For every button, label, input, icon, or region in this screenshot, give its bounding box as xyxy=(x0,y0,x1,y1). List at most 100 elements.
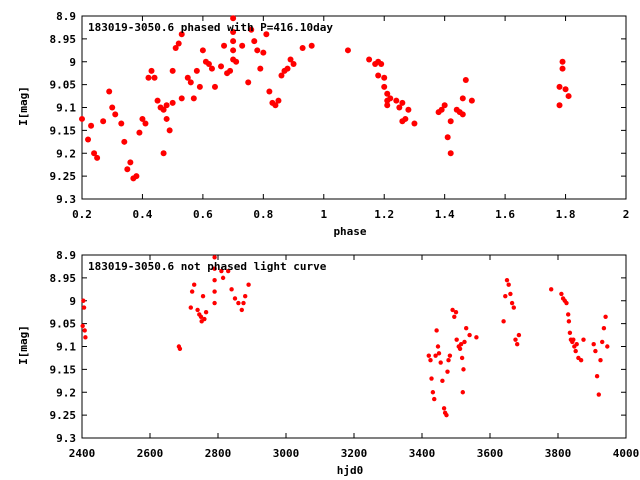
data-point xyxy=(509,300,515,306)
x-tick-label: 1.2 xyxy=(374,208,394,221)
data-point xyxy=(284,65,291,72)
data-point xyxy=(212,289,217,294)
data-point xyxy=(193,67,200,74)
chart-title: 183019-3050.6 phased with P=416.10day xyxy=(88,21,333,34)
x-tick-label: 1.8 xyxy=(556,208,576,221)
data-point xyxy=(447,150,454,157)
data-point xyxy=(221,42,228,49)
data-point xyxy=(467,332,472,338)
data-point xyxy=(83,335,88,340)
phased-light-curve-panel: 0.2 0.4 0.6 0.8 1 1.2 1.4 1.6 1.8 2 8.9 8.95 9 9.05 9… xyxy=(17,10,629,238)
data-point xyxy=(124,166,131,173)
data-point xyxy=(145,74,152,81)
data-point xyxy=(142,120,149,127)
x-tick-label: 3600 xyxy=(477,447,504,460)
data-point xyxy=(109,104,116,111)
y-tick-label: 8.95 xyxy=(50,33,77,46)
data-point xyxy=(428,358,433,363)
x-tick-label: 0.8 xyxy=(253,208,273,221)
data-point xyxy=(378,61,385,68)
data-point xyxy=(503,293,508,299)
y-tick-label: 9 xyxy=(69,295,76,308)
data-point xyxy=(454,337,459,342)
data-point xyxy=(464,326,469,331)
data-point xyxy=(511,305,516,310)
data-point xyxy=(433,353,438,358)
data-point xyxy=(212,255,217,260)
data-point xyxy=(230,15,237,22)
data-point xyxy=(239,42,246,49)
data-point xyxy=(251,38,258,45)
data-point xyxy=(148,67,155,74)
x-tick-labels: 0.2 0.4 0.6 0.8 1 1.2 1.4 1.6 1.8 2 xyxy=(72,16,629,221)
data-point xyxy=(121,138,128,145)
data-point xyxy=(230,47,237,54)
data-point xyxy=(501,319,506,324)
data-point xyxy=(219,268,224,274)
data-point xyxy=(596,392,601,397)
data-point xyxy=(441,406,447,411)
data-point xyxy=(227,67,234,74)
y-tick-label: 9.25 xyxy=(50,170,77,183)
data-point xyxy=(166,127,173,134)
data-point xyxy=(172,45,179,52)
unphased-light-curve-panel: 2400 2600 2800 3000 3200 3400 3600 3800 4000 8.9… xyxy=(17,249,639,477)
data-point xyxy=(189,289,195,294)
data-point xyxy=(565,93,572,100)
data-point xyxy=(506,282,511,287)
data-point xyxy=(79,115,85,122)
data-point xyxy=(564,300,569,306)
y-tick-label: 9.05 xyxy=(50,318,77,331)
data-point xyxy=(112,111,119,118)
data-point xyxy=(177,346,183,351)
data-point xyxy=(199,47,206,54)
data-point xyxy=(435,344,441,349)
data-point xyxy=(574,342,579,347)
y-tick-label: 9.2 xyxy=(56,386,76,399)
data-point xyxy=(205,61,212,68)
data-point xyxy=(432,396,437,402)
y-tick-label: 8.9 xyxy=(56,10,76,23)
data-point xyxy=(444,412,449,418)
data-point xyxy=(263,31,270,38)
data-point xyxy=(187,79,194,86)
y-tick-label: 9.1 xyxy=(56,102,76,115)
data-point xyxy=(136,129,143,136)
data-point xyxy=(82,328,87,333)
data-point xyxy=(106,88,113,95)
x-tick-label: 2 xyxy=(623,208,630,221)
data-point xyxy=(393,97,400,104)
data-point xyxy=(287,56,294,63)
data-point xyxy=(230,29,237,36)
data-point xyxy=(556,83,563,90)
data-point xyxy=(218,63,225,70)
data-point xyxy=(254,47,261,54)
data-point xyxy=(211,83,218,90)
data-point xyxy=(462,77,469,84)
data-point xyxy=(441,102,448,109)
data-point xyxy=(81,305,87,310)
data-point xyxy=(460,390,465,395)
data-point xyxy=(445,369,450,374)
data-point xyxy=(430,390,436,395)
y-tick-label: 9 xyxy=(69,56,76,69)
y-axis-label: I[mag] xyxy=(17,86,30,126)
data-point xyxy=(447,118,454,125)
data-point xyxy=(387,95,394,102)
data-point xyxy=(272,102,279,109)
data-point xyxy=(601,326,607,331)
data-point xyxy=(118,120,125,127)
y-tick-labels: 8.9 8.95 9 9.05 9.1 9.15 9.2 9.25 9.3 xyxy=(50,249,626,445)
data-point xyxy=(559,58,566,65)
data-point xyxy=(453,309,459,315)
x-tick-label: 0.6 xyxy=(193,208,213,221)
data-point xyxy=(438,360,443,365)
data-point xyxy=(426,353,431,358)
y-tick-label: 9.1 xyxy=(56,341,76,354)
data-point xyxy=(578,358,584,363)
y-tick-label: 8.95 xyxy=(50,272,77,285)
x-tick-label: 1.6 xyxy=(495,208,515,221)
data-point xyxy=(163,115,170,122)
data-point xyxy=(160,106,167,113)
